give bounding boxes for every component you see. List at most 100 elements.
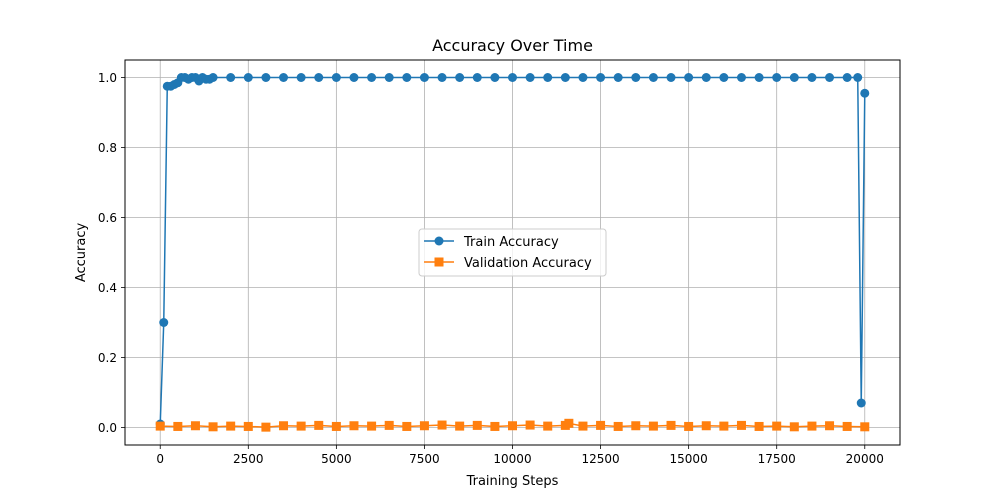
train-accuracy-series	[155, 73, 870, 429]
validation-accuracy-point	[754, 421, 764, 431]
validation-accuracy-point	[525, 420, 535, 430]
validation-accuracy-point	[243, 421, 253, 431]
train-accuracy-point	[666, 73, 676, 82]
x-axis-label: Training Steps	[466, 474, 559, 489]
x-tick-label: 12500	[581, 452, 619, 466]
validation-accuracy-point	[419, 421, 429, 431]
train-accuracy-point	[490, 73, 500, 82]
x-tick-label: 17500	[758, 452, 796, 466]
train-accuracy-point	[772, 73, 782, 82]
validation-accuracy-point	[719, 421, 729, 431]
validation-accuracy-point	[384, 420, 394, 430]
train-accuracy-point	[261, 73, 271, 82]
validation-accuracy-point	[208, 422, 218, 432]
train-accuracy-point	[402, 73, 412, 82]
train-accuracy-point	[842, 73, 852, 82]
train-accuracy-point	[349, 73, 359, 82]
train-accuracy-point	[455, 73, 465, 82]
chart-title: Accuracy Over Time	[432, 36, 593, 55]
validation-accuracy-point	[631, 421, 641, 431]
train-accuracy-point	[525, 73, 535, 82]
validation-accuracy-point	[173, 421, 183, 431]
x-tick-label: 10000	[493, 452, 531, 466]
train-accuracy-point	[807, 73, 817, 82]
validation-accuracy-point	[736, 420, 746, 430]
y-tick-label: 1.0	[98, 71, 117, 85]
validation-accuracy-point	[842, 421, 852, 431]
validation-accuracy-point	[772, 421, 782, 431]
validation-accuracy-point	[402, 421, 412, 431]
train-accuracy-point	[701, 73, 711, 82]
train-accuracy-point	[856, 398, 866, 408]
validation-accuracy-point	[578, 421, 588, 431]
legend-validation-label: Validation Accuracy	[464, 256, 592, 271]
validation-accuracy-point	[490, 421, 500, 431]
train-accuracy-point	[331, 73, 341, 82]
train-accuracy-point	[279, 73, 289, 82]
train-accuracy-point	[578, 73, 588, 82]
validation-accuracy-point	[455, 421, 465, 431]
validation-accuracy-point	[596, 420, 606, 430]
train-accuracy-point	[560, 73, 570, 82]
train-accuracy-point	[314, 73, 324, 82]
train-accuracy-point	[684, 73, 694, 82]
plot-series	[155, 73, 870, 432]
train-accuracy-point	[648, 73, 658, 82]
y-tick-label: 0.8	[98, 141, 117, 155]
validation-accuracy-point	[684, 421, 694, 431]
validation-accuracy-point	[349, 421, 359, 431]
legend-box	[418, 228, 607, 277]
x-tick-label: 7500	[409, 452, 440, 466]
train-accuracy-point	[437, 73, 447, 82]
validation-accuracy-point	[155, 421, 165, 431]
legend-validation-marker	[434, 257, 444, 267]
validation-accuracy-point	[472, 420, 482, 430]
validation-accuracy-point	[701, 421, 711, 431]
validation-accuracy-point	[331, 421, 341, 431]
validation-accuracy-point	[226, 421, 236, 431]
train-accuracy-point	[226, 73, 236, 82]
train-accuracy-point	[296, 73, 306, 82]
validation-accuracy-point	[279, 421, 289, 431]
legend-train-label: Train Accuracy	[463, 235, 559, 250]
x-tick-label: 15000	[670, 452, 708, 466]
x-tick-label: 20000	[846, 452, 884, 466]
train-accuracy-point	[367, 73, 377, 82]
validation-accuracy-point	[666, 420, 676, 430]
train-accuracy-point	[472, 73, 482, 82]
legend-train-marker	[434, 236, 444, 246]
train-accuracy-point	[736, 73, 746, 82]
validation-accuracy-point	[613, 421, 623, 431]
y-tick-label: 0.2	[98, 351, 117, 365]
legend: Train Accuracy Validation Accuracy	[418, 228, 607, 277]
train-accuracy-point	[754, 73, 764, 82]
train-accuracy-point	[860, 88, 870, 98]
x-tick-label: 2500	[233, 452, 264, 466]
validation-accuracy-point	[648, 421, 658, 431]
validation-accuracy-point	[807, 421, 817, 431]
validation-accuracy-point	[825, 421, 835, 431]
train-accuracy-point	[543, 73, 553, 82]
validation-accuracy-point	[543, 421, 553, 431]
train-accuracy-point	[508, 73, 517, 82]
axis-ticks: 0 2500 5000 7500 10000 12500 15000 17500 20000 0.…	[98, 71, 884, 466]
validation-accuracy-point	[860, 422, 870, 432]
train-accuracy-point	[789, 73, 799, 82]
train-accuracy-point	[719, 73, 729, 82]
train-accuracy-point	[159, 318, 169, 327]
train-accuracy-point	[419, 73, 429, 82]
validation-accuracy-point	[437, 420, 447, 430]
validation-accuracy-point	[190, 421, 200, 431]
train-accuracy-point	[825, 73, 835, 82]
x-tick-label: 0	[156, 452, 164, 466]
validation-accuracy-point	[261, 422, 271, 432]
y-tick-label: 0.0	[98, 421, 117, 435]
validation-accuracy-point	[314, 420, 324, 430]
train-accuracy-point	[631, 73, 641, 82]
y-tick-label: 0.4	[98, 281, 117, 295]
validation-accuracy-point	[789, 422, 799, 432]
train-accuracy-point	[613, 73, 623, 82]
y-axis-label: Accuracy	[74, 223, 89, 283]
validation-accuracy-point	[508, 421, 517, 431]
